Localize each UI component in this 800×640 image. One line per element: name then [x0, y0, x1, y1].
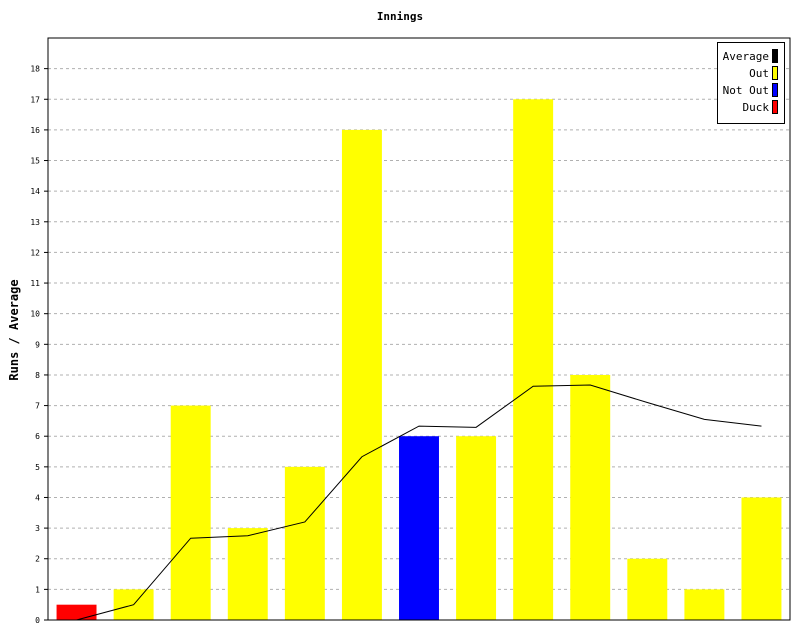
- legend-item: Not Out: [723, 82, 778, 98]
- plot-frame: [47, 37, 791, 621]
- legend-label: Duck: [742, 100, 770, 114]
- bar-1: [56, 604, 97, 620]
- bar-5: [284, 466, 325, 620]
- y-tick-label: 4: [35, 493, 40, 502]
- y-tick-label: 1: [35, 585, 40, 594]
- legend-swatch: [772, 100, 778, 114]
- legend-swatch: [772, 83, 778, 97]
- y-tick-label: 3: [35, 524, 40, 533]
- y-tick-label: 12: [30, 248, 40, 257]
- bar-8: [456, 436, 497, 620]
- y-tick-label: 6: [35, 432, 40, 441]
- bar-9: [513, 99, 554, 620]
- y-tick-label: 11: [30, 279, 40, 288]
- y-tick-label: 5: [35, 463, 40, 472]
- bar-4: [227, 528, 268, 620]
- legend-item: Duck: [742, 99, 778, 115]
- y-tick-label: 9: [35, 340, 40, 349]
- y-tick-label: 18: [30, 65, 40, 74]
- y-tick-label: 7: [35, 402, 40, 411]
- legend-item: Average: [723, 48, 778, 64]
- y-tick-label: 10: [30, 310, 40, 319]
- bar-3: [170, 405, 211, 620]
- y-tick-label: 8: [35, 371, 40, 380]
- y-tick-label: 15: [30, 157, 40, 166]
- legend-label: Not Out: [722, 83, 769, 97]
- y-tick-label: 2: [35, 555, 40, 564]
- y-tick-label: 16: [30, 126, 40, 135]
- legend-swatch: [772, 66, 778, 80]
- average-line: [76, 384, 762, 621]
- legend-item: Out: [749, 65, 778, 81]
- y-tick-label: 13: [30, 218, 40, 227]
- y-tick-label: 14: [30, 187, 40, 196]
- bar-11: [627, 558, 668, 620]
- legend: Average Out Not Out Duck: [717, 42, 785, 124]
- y-tick-label: 0: [35, 616, 40, 625]
- chart-title: Innings: [376, 10, 424, 23]
- bar-13: [741, 497, 782, 620]
- legend-label: Average: [722, 49, 769, 63]
- bar-7: [399, 436, 439, 620]
- bar-6: [341, 129, 382, 621]
- bar-12: [684, 589, 725, 620]
- bar-10: [570, 374, 611, 620]
- y-tick-label: 17: [30, 95, 40, 104]
- legend-swatch: [772, 49, 778, 63]
- legend-label: Out: [749, 66, 769, 80]
